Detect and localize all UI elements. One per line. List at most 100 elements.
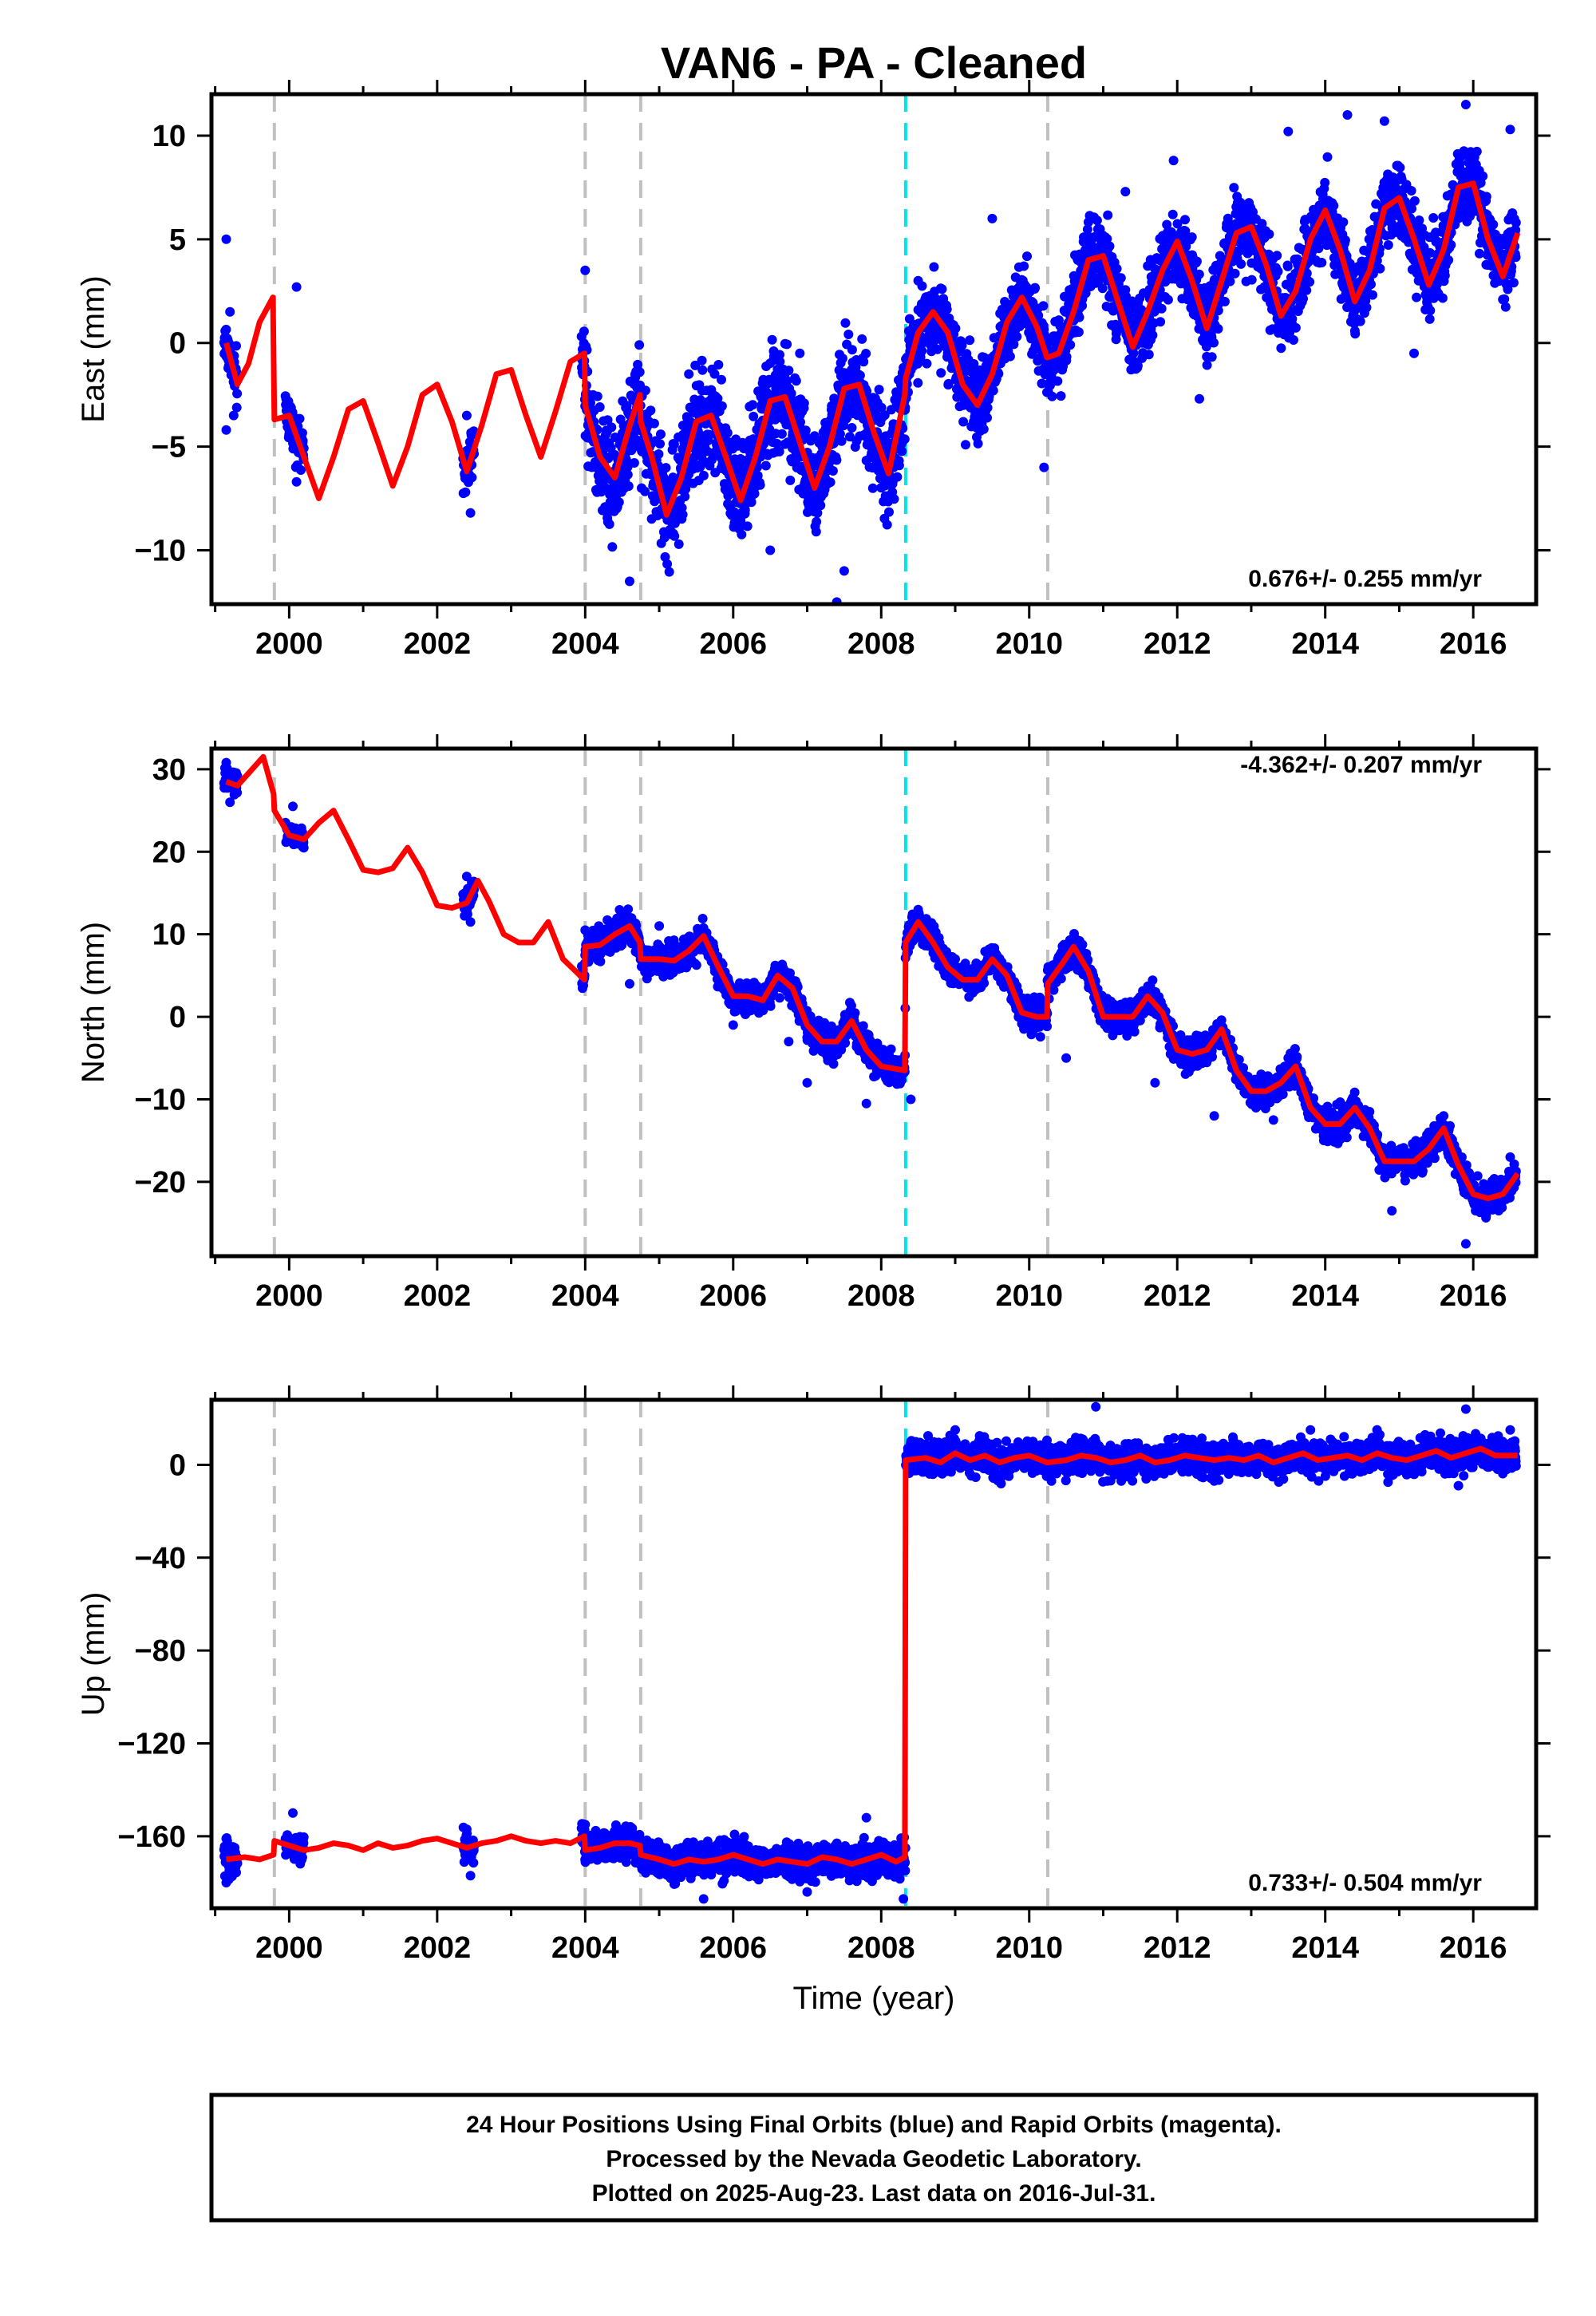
data-point: [746, 497, 757, 508]
data-point: [713, 360, 724, 370]
data-point: [1499, 294, 1510, 304]
data-point: [1272, 251, 1282, 261]
data-point: [1300, 223, 1310, 234]
data-point: [717, 374, 726, 385]
data-point: [1073, 327, 1084, 338]
data-point: [685, 931, 694, 942]
data-point: [1488, 219, 1499, 230]
data-point: [654, 449, 664, 459]
data-point: [943, 378, 954, 389]
data-point: [1102, 234, 1112, 244]
data-point: [610, 433, 620, 442]
data-point: [1409, 348, 1419, 358]
data-point: [1355, 316, 1365, 326]
data-point: [1172, 219, 1183, 229]
data-point: [836, 436, 847, 446]
data-point: [465, 508, 476, 518]
data-point: [749, 411, 759, 421]
data-point: [973, 438, 983, 449]
data-point: [623, 904, 634, 915]
data-point: [1478, 171, 1488, 181]
data-point: [879, 410, 890, 421]
data-point: [460, 487, 471, 497]
data-point: [1340, 235, 1350, 245]
data-point: [832, 455, 842, 465]
data-point: [1511, 218, 1521, 227]
data-point: [899, 434, 910, 445]
data-point: [669, 439, 679, 449]
data-point: [586, 397, 595, 408]
data-point: [622, 469, 633, 480]
data-point: [625, 576, 634, 587]
data-point: [296, 465, 306, 475]
panels: 2000 2002 2004 2006 2008 2010 2012 2014 2016−10−…: [76, 80, 1551, 1965]
y-tick-label: −5: [152, 431, 186, 464]
x-tick-label: 2006: [700, 627, 768, 661]
data-point: [709, 369, 720, 379]
x-tick-label: 2010: [995, 627, 1063, 661]
data-point: [1038, 301, 1049, 311]
x-tick-label: 2016: [1440, 627, 1507, 661]
data-point: [861, 349, 871, 358]
data-point: [1264, 229, 1274, 239]
y-axis-label: East (mm): [76, 275, 111, 422]
data-point: [988, 385, 998, 396]
data-point: [882, 520, 892, 530]
data-point: [713, 393, 723, 404]
data-point: [1282, 261, 1293, 271]
data-point: [1383, 240, 1393, 250]
data-point: [664, 567, 674, 577]
data-point: [1082, 224, 1092, 235]
data-point: [604, 519, 614, 529]
data-point: [840, 318, 851, 328]
data-point: [228, 410, 239, 421]
data-point: [656, 429, 666, 440]
data-point: [704, 429, 714, 440]
data-point: [1163, 294, 1173, 305]
data-point: [1460, 100, 1471, 109]
data-point: [904, 314, 915, 324]
data-point: [1201, 342, 1211, 352]
data-point: [640, 486, 650, 496]
data-point: [640, 385, 650, 396]
data-point: [1302, 285, 1312, 295]
data-point: [1209, 338, 1219, 348]
data-point: [782, 376, 792, 386]
data-point: [232, 788, 243, 798]
data-point: [958, 417, 969, 427]
rate-label: 0.676+/- 0.255 mm/yr: [1248, 566, 1482, 592]
data-point: [1022, 251, 1032, 262]
data-point: [1424, 314, 1435, 324]
data-point: [1465, 211, 1475, 221]
data-point: [812, 516, 822, 527]
data-point: [786, 389, 796, 398]
data-point: [1167, 209, 1178, 219]
data-point: [697, 365, 708, 375]
data-point: [1412, 292, 1422, 302]
chart-title: VAN6 - PA - Cleaned: [661, 38, 1087, 88]
data-point: [1368, 290, 1377, 300]
data-point: [978, 424, 989, 434]
data-point: [795, 348, 805, 358]
data-point: [776, 429, 787, 439]
data-point: [942, 304, 952, 314]
data-point: [1375, 263, 1385, 274]
data-point: [917, 346, 927, 356]
data-point: [837, 354, 847, 364]
data-point: [690, 360, 701, 370]
data-point: [922, 358, 932, 369]
data-point: [580, 265, 591, 275]
data-point: [1505, 124, 1515, 135]
data-point: [742, 521, 753, 532]
data-point: [855, 370, 865, 381]
data-point: [1246, 275, 1257, 285]
data-point: [291, 476, 302, 487]
data-point: [462, 909, 472, 919]
data-point: [857, 334, 867, 344]
data-point: [655, 439, 665, 449]
data-point: [884, 507, 894, 517]
data-point: [1276, 343, 1286, 354]
data-point: [722, 428, 733, 438]
data-point: [1039, 462, 1049, 472]
data-points: [219, 757, 1521, 1249]
